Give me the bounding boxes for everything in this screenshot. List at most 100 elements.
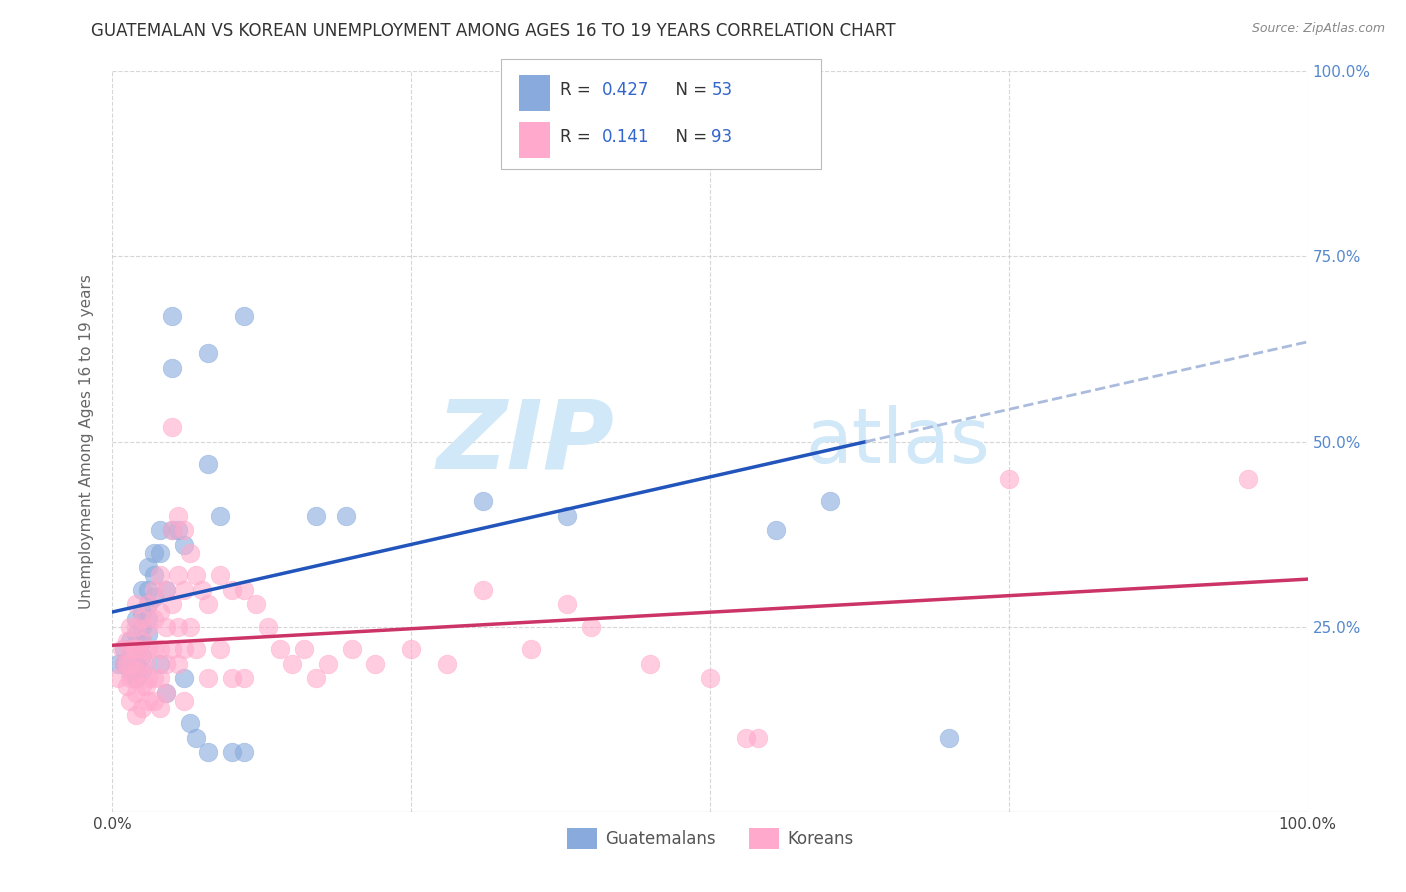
- Point: [155, 686, 177, 700]
- Text: N =: N =: [665, 81, 713, 99]
- Point: [131, 657, 153, 671]
- Point: [167, 524, 190, 538]
- Point: [233, 672, 256, 686]
- Point: [120, 657, 142, 671]
- Point: [122, 641, 145, 656]
- Point: [699, 672, 721, 686]
- Text: N =: N =: [665, 128, 713, 146]
- Point: [125, 598, 148, 612]
- Point: [131, 649, 153, 664]
- Point: [316, 657, 339, 671]
- Point: [305, 508, 328, 523]
- Text: R =: R =: [560, 81, 596, 99]
- Point: [1237, 471, 1260, 485]
- Point: [186, 567, 208, 582]
- Point: [115, 634, 138, 648]
- Point: [131, 664, 153, 678]
- Point: [305, 672, 328, 686]
- Point: [221, 672, 243, 686]
- Point: [155, 582, 177, 597]
- Point: [135, 679, 157, 693]
- Point: [125, 641, 148, 656]
- Point: [149, 524, 172, 538]
- Point: [138, 641, 160, 656]
- Point: [138, 672, 160, 686]
- Point: [209, 567, 232, 582]
- Point: [173, 582, 195, 597]
- Point: [131, 679, 153, 693]
- Point: [340, 641, 363, 656]
- Text: 93: 93: [711, 128, 733, 146]
- Point: [197, 746, 219, 760]
- Point: [579, 619, 602, 633]
- Text: 53: 53: [711, 81, 733, 99]
- Point: [143, 694, 166, 708]
- Y-axis label: Unemployment Among Ages 16 to 19 years: Unemployment Among Ages 16 to 19 years: [79, 274, 94, 609]
- Point: [197, 598, 219, 612]
- Point: [114, 641, 135, 656]
- Point: [292, 641, 315, 656]
- Point: [162, 598, 183, 612]
- Point: [197, 457, 219, 471]
- Point: [472, 582, 495, 597]
- Point: [114, 657, 135, 671]
- Point: [143, 546, 166, 560]
- Point: [111, 641, 134, 656]
- Point: [138, 627, 160, 641]
- Text: Source: ZipAtlas.com: Source: ZipAtlas.com: [1251, 22, 1385, 36]
- Point: [143, 641, 166, 656]
- Point: [209, 641, 232, 656]
- Point: [138, 694, 160, 708]
- Point: [131, 612, 153, 626]
- Point: [125, 708, 148, 723]
- Point: [149, 641, 172, 656]
- Point: [128, 641, 150, 656]
- Point: [197, 672, 219, 686]
- Point: [138, 560, 160, 574]
- Point: [186, 641, 208, 656]
- Point: [938, 731, 960, 745]
- Point: [162, 524, 183, 538]
- Point: [998, 471, 1021, 485]
- Point: [155, 657, 177, 671]
- Point: [162, 524, 183, 538]
- Point: [221, 746, 243, 760]
- Point: [120, 619, 142, 633]
- Point: [245, 598, 267, 612]
- Point: [138, 582, 160, 597]
- Point: [131, 619, 153, 633]
- Point: [197, 345, 219, 359]
- Text: atlas: atlas: [806, 405, 990, 478]
- Point: [125, 641, 148, 656]
- Point: [167, 657, 190, 671]
- Point: [131, 605, 153, 619]
- Point: [162, 641, 183, 656]
- Point: [135, 657, 157, 671]
- Point: [125, 657, 148, 671]
- Point: [131, 582, 153, 597]
- Point: [167, 567, 190, 582]
- Text: GUATEMALAN VS KOREAN UNEMPLOYMENT AMONG AGES 16 TO 19 YEARS CORRELATION CHART: GUATEMALAN VS KOREAN UNEMPLOYMENT AMONG …: [91, 22, 896, 40]
- Point: [131, 701, 153, 715]
- Point: [162, 309, 183, 323]
- Point: [138, 619, 160, 633]
- Point: [179, 619, 201, 633]
- Point: [233, 582, 256, 597]
- Point: [640, 657, 662, 671]
- Point: [125, 686, 148, 700]
- Point: [765, 524, 787, 538]
- Point: [173, 694, 195, 708]
- Point: [179, 715, 201, 730]
- Point: [125, 672, 148, 686]
- Point: [879, 49, 901, 63]
- Text: 0.141: 0.141: [602, 128, 650, 146]
- Point: [115, 657, 138, 671]
- Point: [257, 619, 280, 633]
- Point: [155, 619, 177, 633]
- Point: [125, 619, 148, 633]
- Point: [167, 619, 190, 633]
- Point: [120, 641, 142, 656]
- Point: [107, 672, 129, 686]
- Point: [107, 657, 129, 671]
- Point: [162, 360, 183, 375]
